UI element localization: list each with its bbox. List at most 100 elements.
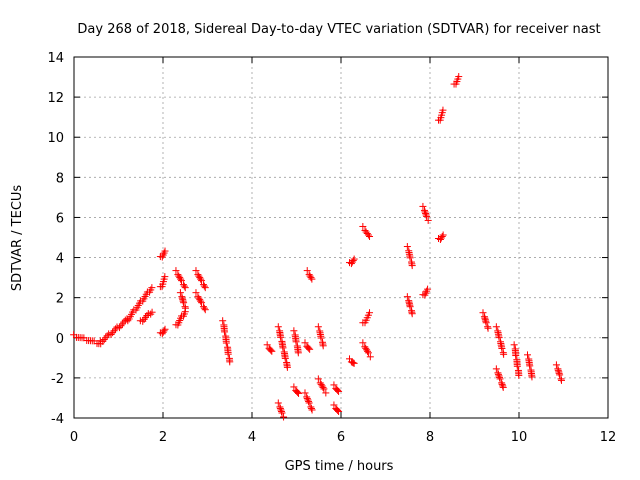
data-point (198, 299, 206, 307)
data-point (314, 375, 322, 383)
data-point (408, 262, 416, 270)
data-point (330, 401, 338, 409)
data-point (278, 409, 286, 417)
data-point (499, 382, 507, 390)
data-point (424, 285, 432, 293)
data-point (280, 413, 288, 421)
data-point (359, 339, 367, 347)
data-point (224, 350, 232, 358)
data-point (500, 350, 508, 358)
data-point (408, 310, 416, 318)
data-point (159, 328, 167, 336)
tick-labels: 0 2 4 6 8 10 12 -4 -2 0 2 4 6 8 10 12 14 (47, 51, 616, 445)
data-point (277, 406, 285, 414)
data-point (496, 375, 504, 383)
data-point (306, 345, 314, 353)
y-tick-label: 12 (47, 91, 64, 106)
data-point (301, 389, 309, 397)
data-point (307, 274, 315, 282)
data-points (70, 73, 565, 421)
data-point (308, 406, 316, 414)
data-point (528, 373, 536, 381)
data-point (277, 333, 285, 341)
data-point (335, 387, 343, 395)
data-point (160, 327, 168, 335)
data-point (361, 343, 369, 351)
data-point (349, 257, 357, 265)
x-tick-label: 10 (511, 430, 528, 445)
data-point (557, 376, 565, 384)
data-point (314, 323, 322, 331)
y-tick-label: 0 (56, 332, 64, 347)
data-point (495, 372, 503, 380)
data-point (221, 328, 229, 336)
data-point (350, 359, 358, 367)
y-tick-label: -2 (51, 372, 64, 387)
data-point (180, 282, 188, 290)
data-point (366, 309, 374, 317)
data-point (482, 319, 490, 327)
x-tick-label: 8 (426, 430, 434, 445)
data-point (197, 275, 205, 283)
data-point (423, 212, 431, 220)
y-tick-label: 4 (56, 252, 64, 267)
data-point (201, 306, 209, 314)
data-point (439, 106, 447, 114)
data-point (194, 293, 202, 301)
data-point (292, 338, 300, 346)
data-point (306, 272, 314, 280)
data-point (176, 274, 184, 282)
data-point (317, 334, 325, 342)
data-point (304, 396, 312, 404)
data-point (363, 346, 371, 354)
data-point (279, 344, 287, 352)
data-point (177, 275, 185, 283)
data-point (359, 222, 367, 230)
x-tick-label: 12 (600, 430, 617, 445)
data-point (364, 347, 371, 355)
data-point (422, 211, 430, 219)
x-tick-label: 0 (70, 430, 78, 445)
data-point (492, 365, 500, 373)
data-point (498, 379, 506, 387)
data-point (438, 232, 446, 240)
data-point (498, 380, 506, 388)
data-point (197, 297, 205, 305)
data-point (181, 284, 189, 292)
data-point (294, 349, 302, 357)
data-point (199, 303, 207, 311)
data-point (307, 403, 315, 411)
data-point (496, 373, 504, 381)
data-point (178, 277, 186, 285)
data-point (305, 397, 313, 405)
data-point (148, 284, 156, 292)
data-point (510, 341, 518, 349)
data-point (492, 323, 500, 331)
data-point (348, 358, 356, 366)
data-point (526, 362, 534, 370)
data-point (200, 282, 208, 290)
data-point (196, 274, 204, 282)
data-point (362, 344, 370, 352)
data-point (290, 383, 298, 391)
data-point (281, 354, 289, 362)
data-point (499, 383, 507, 391)
data-point (200, 304, 208, 312)
data-point (349, 359, 357, 367)
data-point (403, 293, 411, 301)
data-point (350, 255, 358, 263)
data-point (512, 352, 520, 360)
data-point (277, 407, 285, 415)
data-point (515, 371, 523, 379)
data-point (556, 371, 564, 379)
data-point (320, 385, 328, 393)
data-point (305, 271, 313, 279)
data-point (498, 344, 506, 352)
data-point (424, 216, 432, 224)
data-point (494, 369, 502, 377)
data-point (192, 267, 200, 275)
data-point (295, 389, 303, 397)
data-point (439, 231, 447, 239)
y-tick-label: 6 (56, 211, 64, 226)
